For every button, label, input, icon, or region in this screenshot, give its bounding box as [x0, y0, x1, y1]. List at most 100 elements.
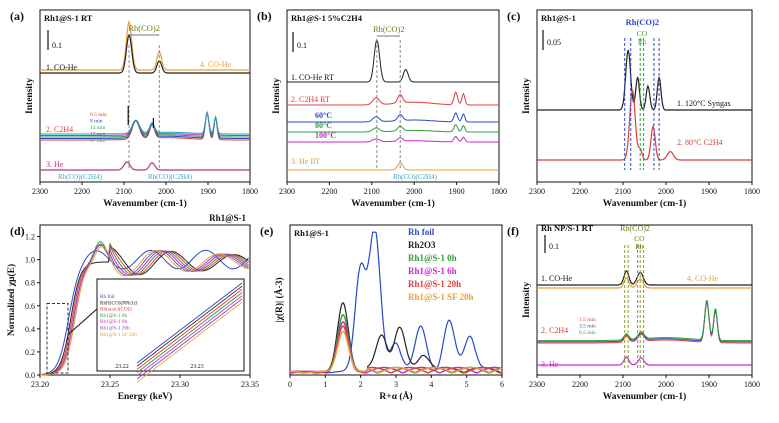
- x-tick-label: 1900: [701, 187, 717, 196]
- x-tick-label: 2200: [321, 187, 337, 196]
- y-tick-label: 1.0: [25, 256, 35, 265]
- series-line: [136, 295, 243, 377]
- series-line: [287, 91, 499, 106]
- panel-letter: (f): [507, 224, 519, 238]
- x-tick-label: 2000: [406, 187, 422, 196]
- chart-title: Rh1@S-1 RT: [44, 13, 93, 23]
- x-tick-label: 2: [359, 380, 363, 389]
- zoom-arrow: [67, 308, 98, 335]
- series-line: [40, 245, 249, 376]
- panel-letter: (a): [10, 9, 24, 23]
- series-label: 4. CO-He: [200, 60, 232, 69]
- x-tick-label: 1900: [449, 187, 465, 196]
- series-line: [287, 162, 499, 171]
- series-line: [136, 301, 243, 383]
- y-axis-label: Intensity: [522, 78, 532, 114]
- legend-entry: Rh1@S-1 SF 20h: [408, 292, 474, 302]
- annotation-rhco2: Rh(CO)2: [373, 24, 405, 34]
- annotation-rhco2: Rh(CO)2: [620, 224, 650, 233]
- series-label: 3. He: [46, 160, 64, 169]
- series-line: [136, 289, 243, 370]
- x-tick-label: 23.20: [31, 380, 49, 389]
- series-label: 3. He: [541, 360, 559, 369]
- series-label: 4. CO-He: [687, 274, 719, 283]
- series-line: [289, 231, 503, 374]
- series-line: [287, 38, 499, 83]
- series-line: [39, 249, 249, 376]
- x-tick-label: 1900: [701, 380, 717, 389]
- series-label: 1. CO-He: [541, 274, 573, 283]
- annotation-rhco2: Rh(CO)2: [626, 17, 660, 27]
- x-tick-label: 4: [429, 380, 433, 389]
- series-line: [537, 356, 752, 366]
- annotation-rh: Rh: [638, 38, 647, 46]
- series-line: [290, 302, 503, 374]
- x-tick-label: 2100: [615, 380, 631, 389]
- y-tick-label: 1.2: [25, 233, 35, 242]
- legend-entry: Rh1@S-1 SF 20h: [100, 332, 137, 338]
- series-label: 2. C2H4 RT: [291, 95, 330, 104]
- inset-frame: [96, 278, 245, 372]
- x-tick-label: 6: [500, 380, 504, 389]
- legend-entry: Rh(acac)(CO)2: [100, 306, 132, 313]
- x-tick-label: 2000: [158, 187, 174, 196]
- y-axis-label: Intensity: [522, 282, 532, 318]
- series-line: [537, 301, 752, 343]
- series-label: 3. He RT: [291, 157, 320, 166]
- x-tick-label: 2200: [572, 380, 588, 389]
- y-axis-label: Normalized χμ(E): [6, 264, 17, 336]
- x-axis-label: R+α (Å): [379, 390, 412, 402]
- series-line: [39, 244, 249, 376]
- y-tick-label: 0.6: [25, 302, 35, 311]
- panel-letter: (b): [257, 9, 272, 23]
- series-line: [40, 242, 249, 376]
- y-tick-label: 0.8: [25, 279, 35, 288]
- x-tick-label: 2000: [658, 380, 674, 389]
- annotation-rh: Rh: [635, 243, 644, 251]
- x-axis-label: Energy (keV): [118, 391, 173, 402]
- series-label: 2. C2H4: [541, 326, 568, 335]
- x-tick-label: 2300: [529, 380, 545, 389]
- chart-title: Rh1@S-1: [541, 13, 576, 23]
- legend-entry: Rh1@S-1 20h: [408, 279, 461, 289]
- legend-entry: Rh1@S-1 0h: [408, 253, 457, 263]
- legend-entry: Rh foil: [408, 227, 435, 237]
- inset-tick-label: 23.22: [115, 364, 129, 370]
- x-tick-label: 23.25: [101, 380, 119, 389]
- annotation-rhco-c2h4: Rh(CO)(C2H4): [393, 173, 438, 181]
- x-tick-label: 5: [465, 380, 469, 389]
- x-axis-label: Wavenumber (cm-1): [351, 198, 434, 209]
- x-tick-label: 2300: [32, 187, 48, 196]
- x-tick-label: 2300: [279, 187, 295, 196]
- x-tick-label: 2100: [364, 187, 380, 196]
- series-line: [290, 330, 503, 374]
- x-tick-label: 1800: [491, 187, 507, 196]
- chart-title: Rh1@S-1: [294, 228, 329, 238]
- time-label: 3.5 min: [579, 324, 596, 330]
- plot-frame: [39, 9, 251, 183]
- x-tick-label: 2200: [74, 187, 90, 196]
- chart-title: Rh1@S-1: [209, 213, 246, 223]
- series-label: 60°C: [315, 111, 332, 120]
- plot-frame: [536, 9, 753, 183]
- series-label: 80°C: [315, 121, 332, 130]
- series-line: [287, 112, 499, 123]
- series-label: 1. CO-He RT: [291, 73, 334, 82]
- inset-tick-label: 23.23: [190, 364, 204, 370]
- series-label: 2. C2H4: [46, 125, 73, 134]
- time-label: 47 min: [90, 138, 106, 144]
- panel-letter: (d): [10, 224, 25, 238]
- series-line: [136, 292, 243, 373]
- x-tick-label: 2100: [615, 187, 631, 196]
- chart-title: Rh NP/S-1 RT: [541, 223, 593, 233]
- x-tick-label: 2200: [572, 187, 588, 196]
- series-line: [290, 313, 503, 374]
- annotation-co: CO: [634, 234, 645, 243]
- x-tick-label: 1800: [242, 187, 258, 196]
- x-tick-label: 23.30: [171, 380, 189, 389]
- series-line: [40, 33, 250, 74]
- x-tick-label: 1800: [744, 380, 760, 389]
- x-tick-label: 1800: [744, 187, 760, 196]
- series-label: 2. 80°C C2H4: [677, 138, 723, 147]
